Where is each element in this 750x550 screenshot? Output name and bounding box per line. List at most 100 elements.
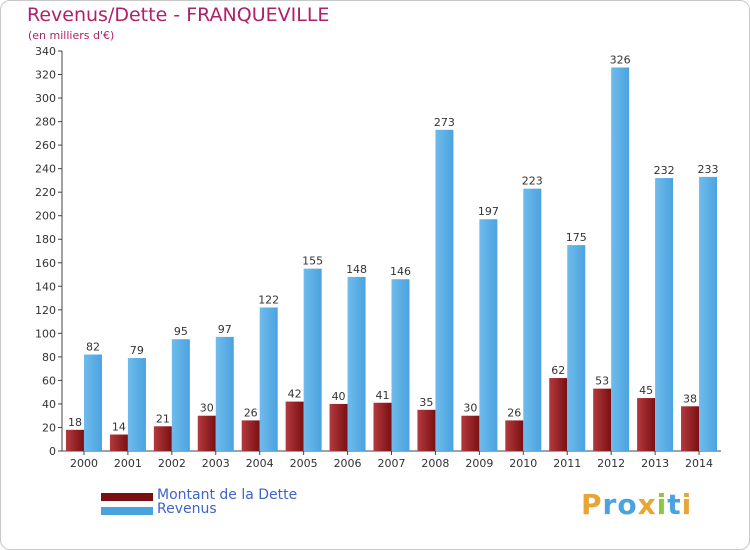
- x-tick-label: 2005: [290, 457, 318, 470]
- x-tick-label: 2013: [641, 457, 669, 470]
- bar-revenus: [127, 358, 146, 451]
- logo-letter: o: [617, 488, 638, 521]
- logo-letter: i: [656, 488, 668, 521]
- legend-label-dette: Montant de la Dette: [157, 487, 298, 503]
- data-label-dette: 30: [200, 402, 214, 415]
- x-tick-label: 2001: [114, 457, 142, 470]
- data-label-revenus: 79: [130, 344, 144, 357]
- bar-dette: [153, 426, 172, 451]
- data-label-dette: 26: [507, 406, 521, 419]
- bar-dette: [681, 406, 700, 451]
- data-label-dette: 53: [595, 375, 609, 388]
- data-label-revenus: 146: [390, 265, 411, 278]
- logo-letter: t: [667, 488, 682, 521]
- data-label-revenus: 326: [610, 53, 631, 66]
- data-label-dette: 42: [288, 388, 302, 401]
- bar-revenus: [567, 245, 586, 451]
- bar-dette: [549, 378, 568, 451]
- data-label-dette: 41: [376, 389, 390, 402]
- y-tick-label: 340: [35, 45, 56, 58]
- data-label-revenus: 148: [346, 263, 367, 276]
- bar-dette: [637, 398, 656, 451]
- bar-dette: [109, 434, 128, 451]
- x-tick-label: 2011: [553, 457, 581, 470]
- data-label-dette: 40: [332, 390, 346, 403]
- logo-letter: P: [581, 488, 603, 521]
- y-tick-label: 260: [35, 139, 56, 152]
- chart-title: Revenus/Dette - FRANQUEVILLE: [27, 4, 330, 26]
- x-tick-label: 2009: [465, 457, 493, 470]
- bar-dette: [285, 401, 304, 451]
- data-label-revenus: 122: [258, 293, 279, 306]
- x-tick-label: 2006: [334, 457, 362, 470]
- data-label-revenus: 97: [218, 323, 232, 336]
- bar-revenus: [259, 307, 278, 451]
- bar-dette: [505, 420, 524, 451]
- bar-dette: [593, 388, 612, 451]
- x-tick-label: 2000: [70, 457, 98, 470]
- data-label-revenus: 223: [522, 175, 543, 188]
- data-label-revenus: 95: [174, 325, 188, 338]
- x-tick-label: 2008: [421, 457, 449, 470]
- data-label-revenus: 273: [434, 116, 455, 129]
- y-tick-label: 220: [35, 186, 56, 199]
- bar-revenus: [171, 339, 190, 451]
- bar-revenus: [215, 336, 234, 451]
- bar-revenus: [303, 268, 322, 451]
- data-label-dette: 38: [683, 392, 697, 405]
- x-tick-label: 2012: [597, 457, 625, 470]
- data-label-dette: 45: [639, 384, 653, 397]
- x-tick-label: 2004: [246, 457, 274, 470]
- y-tick-label: 80: [42, 351, 56, 364]
- data-label-dette: 18: [68, 416, 82, 429]
- data-label-revenus: 232: [654, 164, 675, 177]
- data-label-dette: 35: [419, 396, 433, 409]
- bar-revenus: [347, 276, 366, 451]
- bar-dette: [241, 420, 260, 451]
- data-label-dette: 21: [156, 412, 170, 425]
- data-label-revenus: 175: [566, 231, 587, 244]
- bar-revenus: [523, 188, 542, 451]
- y-tick-label: 120: [35, 304, 56, 317]
- bar-dette: [373, 402, 392, 451]
- data-label-dette: 30: [463, 402, 477, 415]
- bar-revenus: [391, 279, 410, 451]
- y-tick-label: 160: [35, 257, 56, 270]
- y-tick-label: 240: [35, 163, 56, 176]
- data-label-dette: 14: [112, 421, 126, 434]
- bar-dette: [461, 415, 480, 451]
- y-tick-label: 0: [49, 445, 56, 458]
- bar-revenus: [611, 67, 630, 452]
- legend-swatch-dette: [101, 493, 153, 501]
- bar-revenus: [699, 176, 718, 451]
- data-label-revenus: 233: [698, 163, 719, 176]
- bar-revenus: [83, 354, 102, 451]
- chart-subtitle: (en milliers d'€): [28, 29, 115, 42]
- y-tick-label: 20: [42, 421, 56, 434]
- y-tick-label: 280: [35, 116, 56, 129]
- data-label-revenus: 155: [302, 255, 323, 268]
- proxiti-logo: Proxiti: [581, 488, 692, 521]
- legend-label-revenus: Revenus: [157, 501, 217, 517]
- bar-dette: [417, 409, 436, 451]
- y-tick-label: 320: [35, 69, 56, 82]
- bar-revenus: [479, 219, 498, 451]
- logo-letter: r: [602, 488, 618, 521]
- y-tick-label: 300: [35, 92, 56, 105]
- legend-swatch-revenus: [101, 507, 153, 515]
- bar-dette: [65, 429, 84, 451]
- data-label-dette: 26: [244, 406, 258, 419]
- x-tick-label: 2014: [685, 457, 713, 470]
- x-tick-label: 2010: [509, 457, 537, 470]
- x-tick-label: 2003: [202, 457, 230, 470]
- logo-letter: i: [681, 488, 693, 521]
- y-tick-label: 60: [42, 374, 56, 387]
- bar-revenus: [655, 178, 674, 451]
- logo-letter: x: [637, 488, 657, 521]
- y-tick-label: 100: [35, 327, 56, 340]
- y-tick-label: 140: [35, 280, 56, 293]
- y-tick-label: 40: [42, 398, 56, 411]
- data-label-dette: 62: [551, 364, 565, 377]
